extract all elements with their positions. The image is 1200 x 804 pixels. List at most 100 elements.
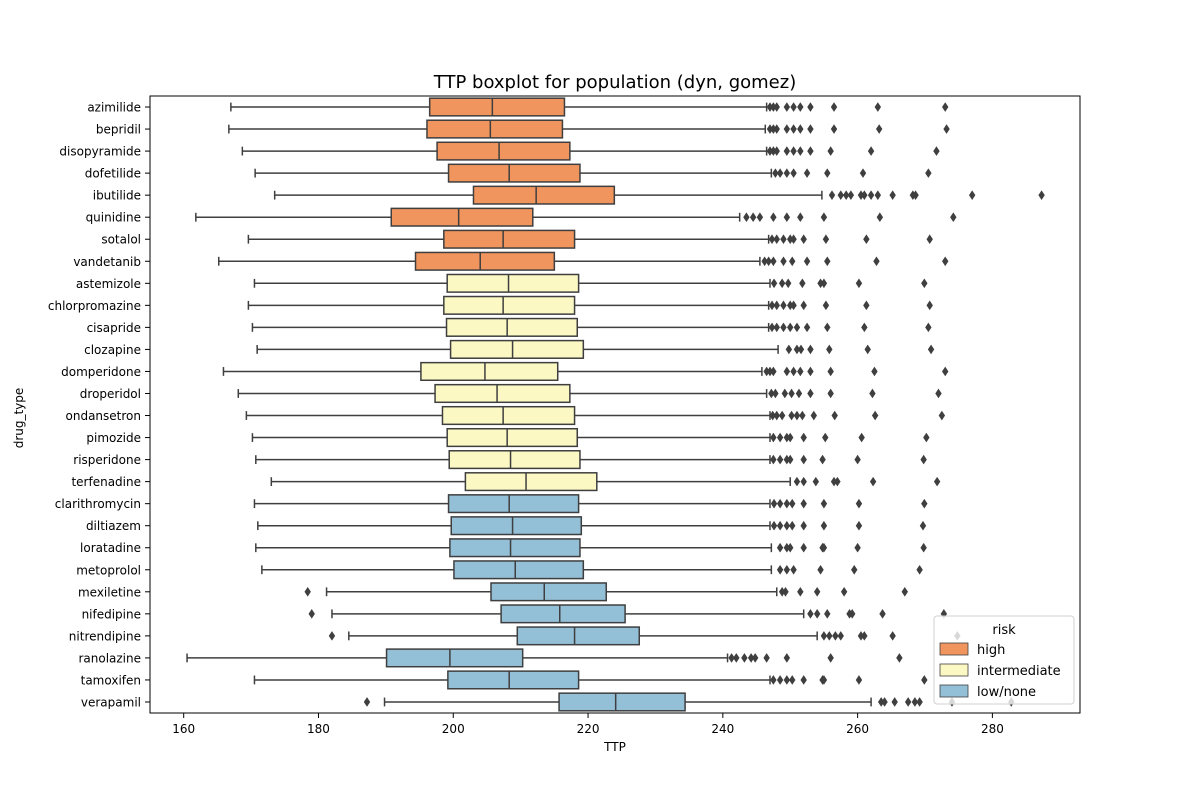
- flier-quinidine-4: [783, 212, 791, 222]
- flier-ranolazine-1: [733, 653, 740, 663]
- flier-risperidone-0: [770, 454, 777, 465]
- flier-droperidol-1: [772, 388, 779, 399]
- flier-diltiazem-5: [820, 520, 828, 531]
- flier-bepridil-9: [943, 124, 950, 134]
- flier-bepridil-3: [783, 124, 791, 134]
- flier-astemizole-7: [921, 278, 928, 289]
- box-tamoxifen: [447, 670, 580, 690]
- flier-disopyramide-7: [827, 146, 834, 156]
- legend-swatch-intermediate: [939, 663, 969, 677]
- flier-nifedipine-3: [824, 609, 831, 619]
- flier-pimozide-1: [776, 432, 784, 443]
- y-tick-label-disopyramide: disopyramide: [59, 145, 141, 159]
- flier-clarithromycin-3: [789, 498, 796, 509]
- box-chlorpromazine: [443, 295, 576, 315]
- flier-domperidone-6: [807, 366, 814, 377]
- flier-metoprolol-2: [790, 564, 797, 575]
- x-tick-label-260: 260: [846, 722, 869, 736]
- x-tick-label-220: 220: [577, 722, 600, 736]
- x-tick-label-280: 280: [981, 722, 1004, 736]
- flier-verapamil-1: [877, 697, 885, 707]
- flier-astemizole-4: [817, 278, 824, 289]
- box-terfenadine: [464, 472, 598, 492]
- flier-astemizole-1: [778, 278, 786, 289]
- flier-ondansetron-8: [871, 410, 879, 421]
- flier-bepridil-1: [770, 124, 777, 134]
- flier-cisapride-6: [824, 322, 831, 333]
- legend-title: risk: [992, 623, 1016, 638]
- legend-label-intermediate: intermediate: [977, 664, 1061, 679]
- flier-clozapine-2: [797, 344, 805, 355]
- x-tick-label-160: 160: [172, 722, 195, 736]
- flier-vandetanib-5: [803, 256, 811, 267]
- flier-metoprolol-4: [851, 564, 858, 575]
- flier-cisapride-7: [861, 322, 868, 333]
- flier-clarithromycin-5: [820, 498, 828, 509]
- box-nifedipine: [500, 604, 626, 624]
- box-bepridil: [426, 119, 564, 139]
- flier-diltiazem-3: [789, 520, 796, 531]
- flier-risperidone-4: [800, 454, 807, 465]
- flier-risperidone-6: [854, 454, 861, 465]
- x-tick-label-240: 240: [711, 722, 734, 736]
- y-tick-label-ondansetron: ondansetron: [66, 409, 141, 423]
- y-tick-label-pimozide: pimozide: [86, 431, 141, 445]
- flier-loratadine-1: [783, 542, 791, 553]
- flier-pimozide-7: [923, 432, 930, 443]
- flier-ondansetron-7: [831, 410, 838, 421]
- flier-astemizole-6: [855, 278, 863, 289]
- flier-mexiletine-6: [901, 587, 908, 597]
- flier-verapamil-6: [916, 697, 923, 707]
- flier-ranolazine-6: [783, 653, 791, 663]
- flier-azimilide-3: [783, 102, 791, 112]
- flier-bepridil-6: [807, 124, 814, 134]
- x-axis-label: TTP: [603, 740, 626, 754]
- flier-disopyramide-5: [797, 146, 804, 156]
- y-tick-label-chlorpromazine: chlorpromazine: [48, 299, 141, 313]
- flier-vandetanib-0: [761, 256, 768, 267]
- y-tick-label-tamoxifen: tamoxifen: [81, 673, 141, 687]
- box-verapamil: [558, 692, 686, 712]
- flier-nitrendipine-5: [857, 631, 865, 641]
- flier-ibutilide-12: [1038, 190, 1045, 200]
- flier-metoprolol-3: [817, 564, 824, 575]
- y-tick-label-clozapine: clozapine: [84, 343, 141, 357]
- flier-domperidone-3: [783, 366, 791, 377]
- flier-chlorpromazine-4: [790, 300, 797, 311]
- flier-ranolazine-4: [751, 653, 759, 663]
- flier-tamoxifen-6: [820, 675, 828, 685]
- box-risperidone: [448, 450, 581, 470]
- flier-cisapride-1: [773, 322, 780, 333]
- flier-dofetilide-5: [824, 168, 831, 178]
- flier-vandetanib-1: [765, 256, 772, 267]
- flier-quinidine-2: [756, 212, 764, 222]
- plot-area: 160 180 200 220 240 260 280 azimilide bepridil di…: [48, 95, 1081, 736]
- y-tick-label-domperidone: domperidone: [61, 365, 141, 379]
- flier-nitrendipine-2: [826, 631, 833, 641]
- flier-mexiletine-5: [840, 587, 848, 597]
- flier-ranolazine-0: [728, 653, 735, 663]
- y-tick-label-diltiazem: diltiazem: [86, 519, 141, 533]
- y-axis-label: drug_type: [12, 388, 26, 449]
- flier-metoprolol-5: [916, 564, 923, 575]
- flier-vandetanib-8: [942, 256, 949, 267]
- flier-dofetilide-7: [925, 168, 932, 178]
- y-tick-label-droperidol: droperidol: [80, 387, 141, 401]
- flier-tamoxifen-2: [783, 675, 791, 685]
- flier-ibutilide-4: [857, 190, 865, 200]
- flier-droperidol-2: [781, 388, 789, 399]
- flier-azimilide-5: [797, 102, 804, 112]
- box-quinidine: [390, 207, 534, 227]
- flier-quinidine-5: [797, 212, 804, 222]
- flier-ibutilide-6: [867, 190, 875, 200]
- flier-dofetilide-0: [772, 168, 779, 178]
- flier-droperidol-8: [935, 388, 942, 399]
- flier-azimilide-1: [770, 102, 777, 112]
- flier-ondansetron-3: [788, 410, 795, 421]
- flier-mexiletine-2: [782, 587, 789, 597]
- flier-terfenadine-2: [812, 476, 820, 487]
- flier-clarithromycin-4: [800, 498, 807, 509]
- flier-sotalol-7: [863, 234, 870, 245]
- x-tick-label-200: 200: [442, 722, 465, 736]
- flier-ondansetron-6: [810, 410, 818, 421]
